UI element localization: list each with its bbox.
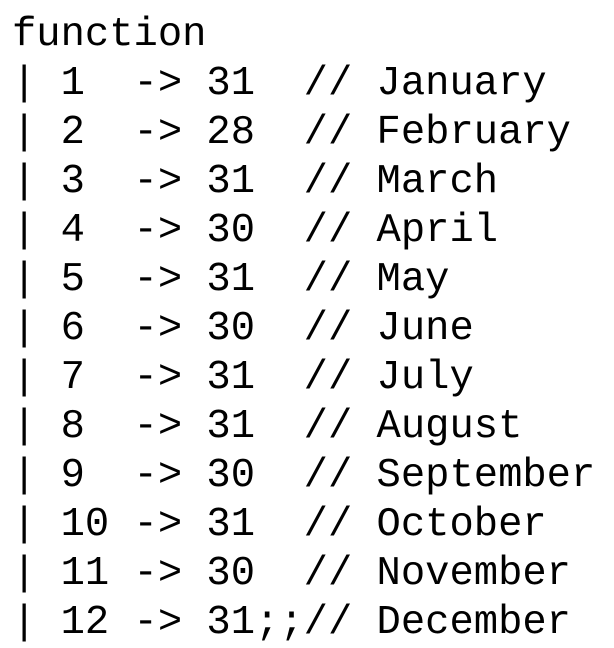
code-line-september: | 9 -> 30 // September bbox=[12, 453, 596, 499]
code-line-february: | 2 -> 28 // February bbox=[12, 110, 571, 156]
code-line-july: | 7 -> 31 // July bbox=[12, 355, 474, 401]
code-line-header: function bbox=[12, 12, 207, 58]
code-line-april: | 4 -> 30 // April bbox=[12, 208, 499, 254]
code-line-january: | 1 -> 31 // January bbox=[12, 61, 547, 107]
code-line-may: | 5 -> 31 // May bbox=[12, 257, 450, 303]
code-line-june: | 6 -> 30 // June bbox=[12, 306, 474, 352]
code-line-december: | 12 -> 31;;// December bbox=[12, 600, 571, 646]
code-line-november: | 11 -> 30 // November bbox=[12, 551, 571, 597]
code-line-august: | 8 -> 31 // August bbox=[12, 404, 523, 450]
code-line-march: | 3 -> 31 // March bbox=[12, 159, 499, 205]
code-line-october: | 10 -> 31 // October bbox=[12, 502, 547, 548]
